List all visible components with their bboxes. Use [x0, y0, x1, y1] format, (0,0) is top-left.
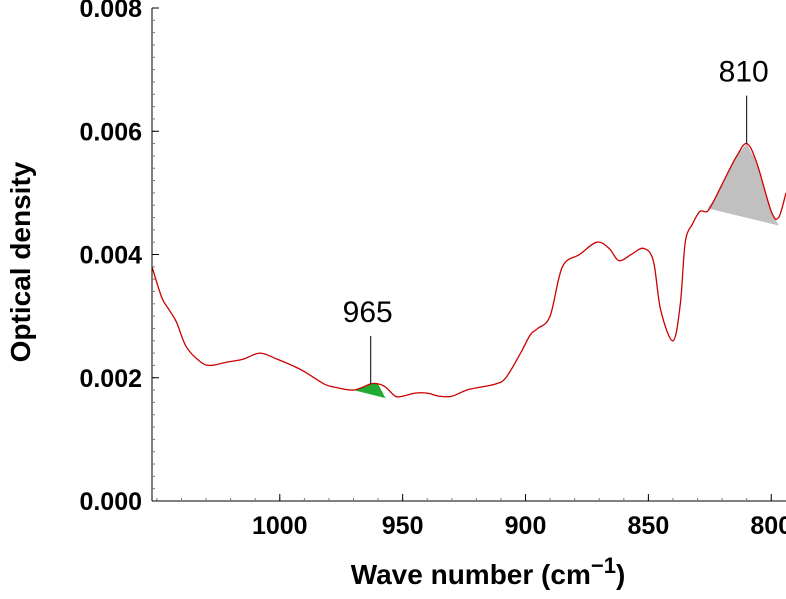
x-tick-label: 900 [505, 512, 547, 540]
peak-label-810: 810 [719, 56, 769, 89]
y-ticks: 0.000 0.002 0.004 0.006 0.008 [79, 0, 159, 516]
y-tick-label: 0.008 [79, 0, 142, 23]
y-axis-label: Optical density [5, 161, 36, 362]
x-tick-label: 800 [750, 512, 786, 540]
peak-area-810 [707, 143, 779, 226]
x-axis-label-sup: −1 [591, 553, 616, 578]
peak-label-965: 965 [343, 296, 393, 329]
annotations: 965 810 [343, 56, 769, 384]
axes [151, 7, 786, 502]
y-tick-label: 0.000 [79, 488, 142, 516]
x-ticks: 1000 950 900 850 800 [252, 494, 786, 540]
y-tick-label: 0.006 [79, 118, 142, 146]
y-tick-label: 0.002 [79, 365, 142, 393]
series-line [151, 142, 786, 398]
peak-fills [348, 143, 779, 399]
y-tick-label: 0.004 [79, 242, 142, 270]
x-tick-label: 1000 [252, 512, 308, 540]
peak-area-965 [348, 383, 386, 399]
x-tick-label: 950 [382, 512, 424, 540]
x-axis-label: Wave number (cm−1) [351, 553, 626, 590]
x-tick-label: 850 [628, 512, 670, 540]
